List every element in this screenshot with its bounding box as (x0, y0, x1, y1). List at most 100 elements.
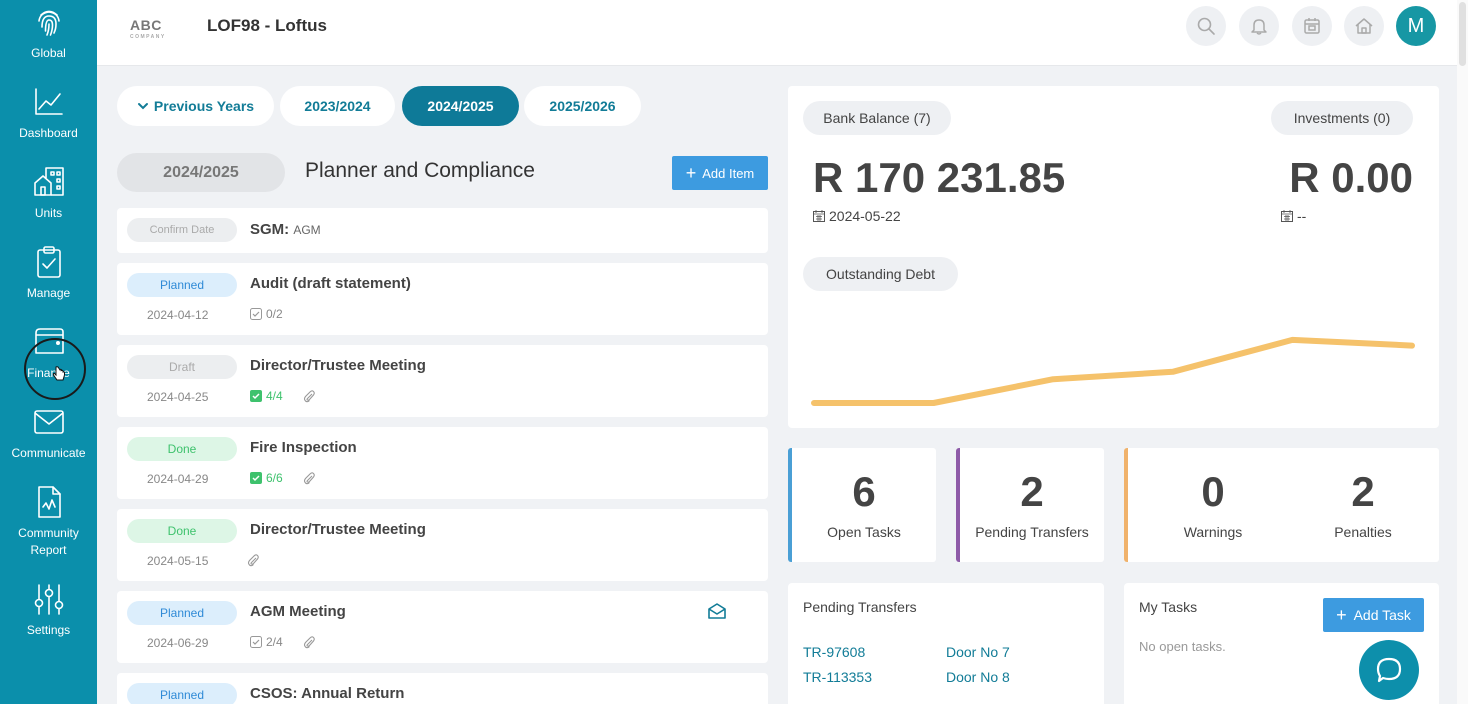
page-scrollbar[interactable] (1457, 0, 1468, 704)
add-item-label: Add Item (702, 165, 755, 181)
tab-2023-2024[interactable]: 2023/2024 (280, 86, 395, 126)
task-card[interactable]: Done Director/Trustee Meeting 2024-05-15 (117, 509, 768, 581)
search-button[interactable] (1186, 6, 1226, 46)
stat-pending-transfers[interactable]: 2 Pending Transfers (956, 448, 1104, 562)
task-checklist: 2/4 (250, 635, 283, 649)
task-card[interactable]: Planned CSOS: Annual Return (117, 673, 768, 704)
sliders-icon (34, 584, 63, 615)
envelope-open-icon[interactable] (707, 602, 727, 620)
sidebar-item-label: Dashboard (19, 126, 78, 140)
report-icon (37, 486, 61, 518)
search-icon (1197, 17, 1215, 35)
calendar-icon (1304, 18, 1320, 34)
add-item-button[interactable]: + Add Item (672, 156, 768, 190)
add-task-label: Add Task (1353, 607, 1411, 623)
sidebar-item-dashboard[interactable]: Dashboard (0, 85, 97, 142)
task-card[interactable]: Draft Director/Trustee Meeting 2024-04-2… (117, 345, 768, 417)
task-card[interactable]: Confirm Date SGM: AGM (117, 208, 768, 253)
plus-icon: + (1336, 605, 1347, 625)
paperclip-icon (303, 390, 315, 403)
plus-icon: + (685, 163, 697, 183)
home-button[interactable] (1344, 6, 1384, 46)
sidebar-item-manage[interactable]: Manage (0, 245, 97, 302)
sidebar-item-label: Community Report (18, 526, 79, 557)
task-date: 2024-05-15 (147, 554, 209, 568)
task-title: Director/Trustee Meeting (250, 521, 426, 538)
task-card[interactable]: Planned Audit (draft statement) 2024-04-… (117, 263, 768, 335)
line-chart-icon (34, 88, 63, 115)
investments-amount: R 0.00 (1289, 154, 1413, 201)
checkbox-icon (250, 636, 262, 648)
task-card[interactable]: Planned AGM Meeting 2024-06-29 2/4 (117, 591, 768, 663)
bank-balance-chip[interactable]: Bank Balance (7) (803, 101, 951, 135)
chat-bubble-icon (1376, 657, 1402, 683)
task-title: Fire Inspection (250, 439, 357, 456)
planner-title: Planner and Compliance (305, 159, 535, 182)
tab-label: Previous Years (153, 98, 255, 114)
scrollbar-thumb[interactable] (1459, 2, 1466, 66)
status-badge: Planned (127, 601, 237, 625)
sidebar-item-label: Settings (26, 623, 71, 637)
sidebar-item-community-report[interactable]: Community Report (0, 485, 97, 559)
home-icon (1355, 18, 1373, 34)
task-date: 2024-04-25 (147, 390, 209, 404)
chevron-down-icon (137, 103, 148, 110)
hand-cursor-icon (52, 366, 65, 381)
sidebar-item-global[interactable]: Global (0, 5, 97, 62)
pending-transfers-title: Pending Transfers (803, 599, 917, 615)
clipboard-check-icon (36, 246, 61, 278)
transfer-unit-link[interactable]: Door No 7 (946, 644, 1010, 660)
sidebar-item-settings[interactable]: Settings (0, 582, 97, 639)
support-chat-button[interactable] (1359, 640, 1419, 700)
stat-warnings[interactable]: 0 Warnings (1138, 448, 1288, 562)
bank-balance-date: 2024-05-22 (813, 208, 901, 224)
no-tasks-message: No open tasks. (1139, 639, 1226, 654)
sidebar-item-label: Manage (26, 286, 71, 300)
status-badge: Planned (127, 273, 237, 297)
status-badge: Draft (127, 355, 237, 379)
tab-label: 2025/2026 (549, 98, 616, 114)
envelope-icon (33, 410, 64, 434)
task-date: 2024-04-12 (147, 308, 209, 322)
stat-label: Penalties (1334, 524, 1392, 540)
task-date: 2024-04-29 (147, 472, 209, 486)
my-tasks-title: My Tasks (1139, 599, 1198, 615)
status-badge: Planned (127, 683, 237, 704)
transfer-link[interactable]: TR-97608 (803, 644, 866, 660)
transfer-link[interactable]: TR-113353 (803, 669, 873, 685)
task-card[interactable]: Done Fire Inspection 2024-04-29 6/6 (117, 427, 768, 499)
sidebar: Global Dashboard Units Manage Finance Co… (0, 0, 97, 704)
add-task-button[interactable]: + Add Task (1323, 598, 1424, 632)
sidebar-item-label: Units (34, 206, 63, 220)
calendar-button[interactable] (1292, 6, 1332, 46)
sidebar-item-communicate[interactable]: Communicate (0, 405, 97, 462)
checkbox-checked-icon (250, 390, 262, 402)
tab-label: 2024/2025 (427, 98, 494, 114)
outstanding-debt-chip[interactable]: Outstanding Debt (803, 257, 958, 291)
task-date: 2024-06-29 (147, 636, 209, 650)
stat-label: Warnings (1183, 524, 1243, 540)
investments-chip[interactable]: Investments (0) (1271, 101, 1413, 135)
page-title: LOF98 - Loftus (207, 16, 327, 35)
task-title: CSOS: Annual Return (250, 685, 405, 702)
notifications-button[interactable] (1239, 6, 1279, 46)
transfer-unit-link[interactable]: Door No 8 (946, 669, 1010, 685)
calendar-icon (1281, 210, 1293, 222)
stat-open-tasks[interactable]: 6 Open Tasks (788, 448, 936, 562)
tab-2024-2025[interactable]: 2024/2025 (402, 86, 519, 126)
status-badge[interactable]: Confirm Date (127, 218, 237, 242)
user-avatar[interactable]: M (1396, 6, 1436, 46)
tab-previous-years[interactable]: Previous Years (117, 86, 274, 126)
sidebar-item-label: Communicate (11, 446, 86, 460)
tab-2025-2026[interactable]: 2025/2026 (524, 86, 641, 126)
bank-balance-amount: R 170 231.85 (813, 154, 1066, 201)
stat-label: Open Tasks (827, 524, 901, 540)
company-logo[interactable]: ABC COMPANY (130, 17, 166, 40)
sidebar-item-units[interactable]: Units (0, 165, 97, 222)
task-title: AGM Meeting (250, 603, 346, 620)
fingerprint-icon (37, 10, 60, 36)
outstanding-debt-chart (811, 336, 1415, 406)
stat-penalties[interactable]: 2 Penalties (1288, 448, 1438, 562)
tab-label: 2023/2024 (304, 98, 371, 114)
paperclip-icon (247, 554, 259, 567)
